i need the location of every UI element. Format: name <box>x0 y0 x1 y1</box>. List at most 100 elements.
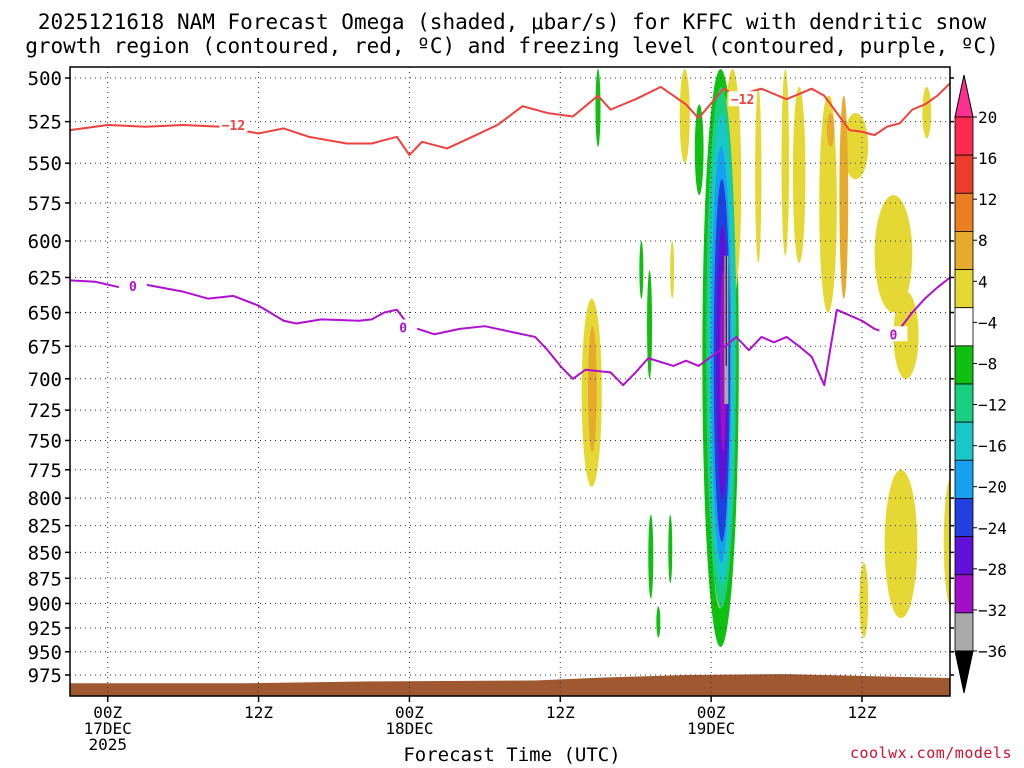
terrain-surface <box>70 674 950 696</box>
x-tick-label: 17DEC <box>84 719 132 738</box>
y-tick-label: 950 <box>28 642 62 664</box>
axes: 500 525 550 575 600 625 650 675 700 725 750 775 800 8… <box>28 66 954 754</box>
x-tick-label: 00Z <box>697 703 726 722</box>
y-tick-label: 675 <box>28 336 62 358</box>
colorbar-label: −4 <box>978 313 997 332</box>
omega-shaded-region <box>670 240 675 299</box>
colorbar-swatch <box>954 383 974 423</box>
colorbar-label: −20 <box>978 478 1007 497</box>
x-tick-label: 00Z <box>395 703 424 722</box>
omega-shaded-region <box>874 195 913 313</box>
colorbar-label: −36 <box>978 642 1007 661</box>
colorbar-swatch <box>954 421 974 461</box>
contour-label: −12 <box>222 119 245 134</box>
colorbar-swatch <box>954 192 974 232</box>
colorbar-swatch <box>954 612 974 652</box>
y-tick-label: 825 <box>28 516 62 538</box>
x-tick-label: 12Z <box>848 703 877 722</box>
colorbar-swatch <box>954 459 974 499</box>
colorbar-swatch <box>954 345 974 385</box>
x-tick-label: 19DEC <box>687 719 735 738</box>
contour-label-background <box>389 319 418 335</box>
dendritic-growth-contour <box>70 82 950 157</box>
omega-shaded-region <box>656 606 661 638</box>
colorbar-swatch <box>954 574 974 614</box>
colorbar-bottom-arrow <box>954 650 974 694</box>
omega-shaded-region <box>587 326 597 453</box>
omega-shaded-region <box>639 240 644 299</box>
colorbar-swatch <box>954 536 974 576</box>
x-tick-label: 2025 <box>88 735 127 754</box>
y-tick-label: 575 <box>28 193 62 215</box>
x-tick-label: 12Z <box>244 703 273 722</box>
x-tick-label: 00Z <box>93 703 122 722</box>
omega-shaded-region <box>826 113 835 147</box>
omega-shaded-region <box>679 69 690 164</box>
omega-shaded-region <box>647 270 653 379</box>
colorbar-label: 16 <box>978 149 997 168</box>
colorbar-swatch <box>954 231 974 270</box>
colorbar-label: −28 <box>978 560 1007 579</box>
y-tick-label: 500 <box>28 68 62 90</box>
x-tick-label: 12Z <box>546 703 575 722</box>
grid-lines <box>70 67 950 696</box>
omega-shaded-region <box>839 95 849 299</box>
contour-label: 0 <box>890 328 898 343</box>
plot-background <box>70 67 950 696</box>
y-tick-label: 525 <box>28 112 62 134</box>
colorbar-swatch <box>954 116 974 156</box>
colorbar-label: −32 <box>978 601 1007 620</box>
y-tick-label: 775 <box>28 460 62 482</box>
contour-label-background <box>879 326 908 342</box>
colorbar-label: −12 <box>978 396 1007 415</box>
y-tick-label: 700 <box>28 369 62 391</box>
colorbar: 20 16 12 8 4 −4 −8 −12 −16 −20 −24 −28 −32 −36 <box>954 74 1007 694</box>
contour-label-background <box>118 278 147 294</box>
y-tick-label: 875 <box>28 568 62 590</box>
freezing-level-contour <box>70 276 950 387</box>
omega-shaded-region <box>668 514 673 584</box>
omega-shaded-region <box>859 562 869 638</box>
y-tick-label: 800 <box>28 488 62 510</box>
colorbar-top-arrow <box>954 74 974 118</box>
y-tick-label: 600 <box>28 231 62 253</box>
colorbar-swatch <box>954 269 974 309</box>
y-tick-label: 625 <box>28 267 62 289</box>
y-tick-label: 900 <box>28 593 62 615</box>
colorbar-label: 8 <box>978 231 988 250</box>
x-tick-label: 18DEC <box>385 719 433 738</box>
omega-shaded-region <box>943 477 950 607</box>
y-tick-label: 650 <box>28 303 62 325</box>
y-tick-label: 725 <box>28 400 62 422</box>
contour-label: −12 <box>731 93 754 108</box>
contour-label: 0 <box>129 280 137 295</box>
plot-frame <box>69 66 951 697</box>
contour-label-background <box>728 91 757 107</box>
omega-shaded-region <box>781 69 790 256</box>
colorbar-label: −8 <box>978 354 997 373</box>
colorbar-swatch <box>954 154 974 194</box>
omega-shaded-region <box>694 104 704 196</box>
colorbar-label: 4 <box>978 272 988 291</box>
colorbar-swatch <box>954 307 974 347</box>
omega-shaded-region <box>755 86 762 264</box>
contour-label: 0 <box>399 322 407 337</box>
chart-title-line-1: 2025121618 NAM Forecast Omega (shaded, μ… <box>37 10 987 34</box>
contour-label-background <box>219 117 248 133</box>
contours: −12 −12 0 0 0 <box>70 82 950 387</box>
y-tick-label: 975 <box>28 665 62 687</box>
y-tick-label: 750 <box>28 430 62 452</box>
y-tick-label: 850 <box>28 542 62 564</box>
chart-title-line-2: growth region (contoured, red, ºC) and f… <box>25 34 999 58</box>
omega-shaded-region <box>595 69 601 147</box>
y-tick-label: 925 <box>28 618 62 640</box>
x-axis-title: Forecast Time (UTC) <box>403 744 621 766</box>
colorbar-label: −16 <box>978 437 1007 456</box>
y-tick-label: 550 <box>28 153 62 175</box>
omega-shaded-region <box>884 469 918 619</box>
colorbar-swatch <box>954 498 974 537</box>
colorbar-label: 20 <box>978 108 997 127</box>
omega-shaded-region <box>792 86 806 264</box>
omega-shaded-region <box>648 514 654 599</box>
